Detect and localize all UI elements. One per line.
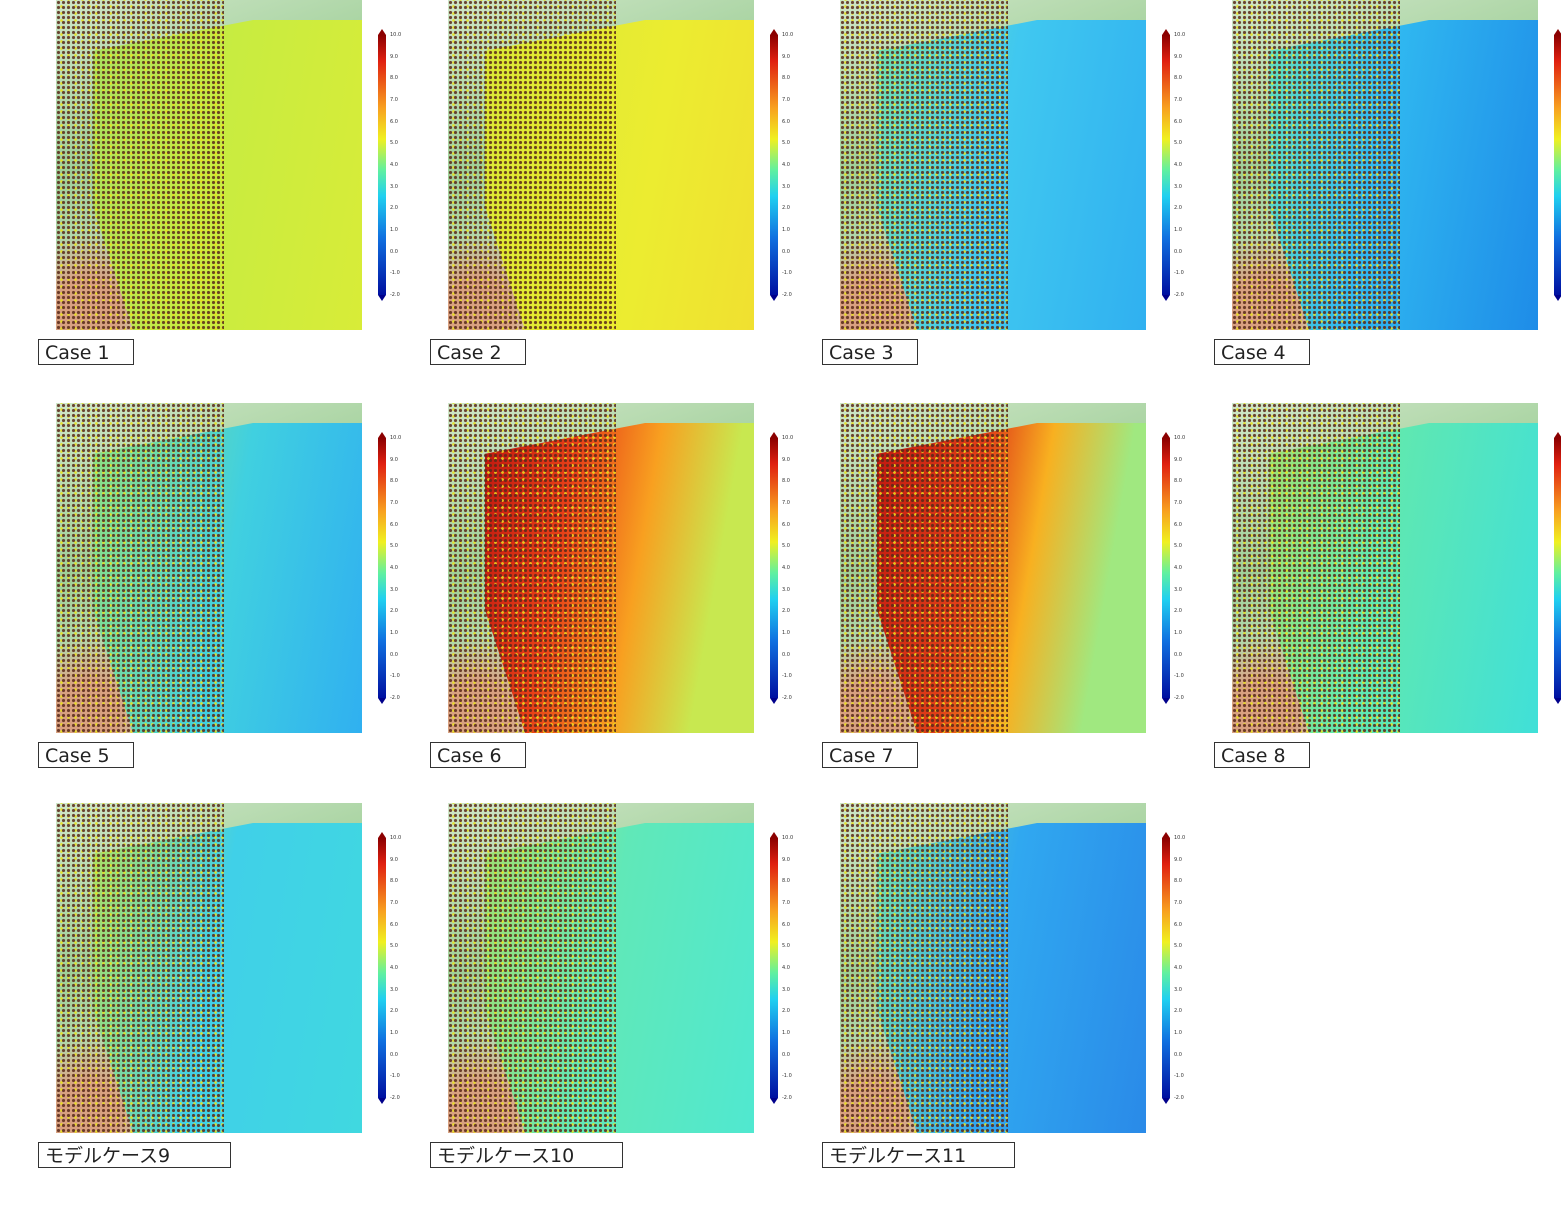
- map-image: [56, 403, 362, 733]
- map-image: [56, 0, 362, 330]
- colorbar-tick-label: 9.0: [1174, 857, 1182, 863]
- map-image: [448, 403, 754, 733]
- buildings: [56, 403, 224, 733]
- colorbar-tick-label: 10.0: [1174, 835, 1185, 841]
- colorbar-tick-label: 1.0: [1174, 1030, 1182, 1036]
- colorbar: 10.09.08.07.06.05.04.03.02.01.00.0-1.0-2…: [770, 838, 778, 1098]
- colorbar-tick-label: 0.0: [1174, 1052, 1182, 1058]
- panel: 10.09.08.07.06.05.04.03.02.01.00.0-1.0-2…: [0, 0, 392, 400]
- panel-label: Case 3: [822, 339, 918, 365]
- buildings: [840, 403, 1008, 733]
- colorbar-tick-label: 3.0: [1174, 987, 1182, 993]
- colorbar: 10.09.08.07.06.05.04.03.02.01.00.0-1.0-2…: [1554, 35, 1561, 295]
- panel-label: Case 6: [430, 742, 526, 768]
- colorbar-tick-label: 7.0: [1174, 900, 1182, 906]
- panel: 10.09.08.07.06.05.04.03.02.01.00.0-1.0-2…: [1176, 403, 1561, 803]
- buildings: [840, 803, 1008, 1133]
- colorbar-tick-label: 2.0: [1174, 1008, 1182, 1014]
- panel-label: モデルケース10: [430, 1142, 623, 1168]
- buildings: [56, 0, 224, 330]
- buildings: [840, 0, 1008, 330]
- panel-label: Case 2: [430, 339, 526, 365]
- colorbar-tick-label: 8.0: [1174, 878, 1182, 884]
- colorbar: 10.09.08.07.06.05.04.03.02.01.00.0-1.0-2…: [1554, 438, 1561, 698]
- panel-label: モデルケース9: [38, 1142, 231, 1168]
- buildings: [448, 403, 616, 733]
- map-image: [840, 403, 1146, 733]
- panel: 10.09.08.07.06.05.04.03.02.01.00.0-1.0-2…: [1176, 0, 1561, 400]
- panel-label: モデルケース11: [822, 1142, 1015, 1168]
- map-image: [448, 803, 754, 1133]
- buildings: [1232, 0, 1400, 330]
- page: {"colorbar_ticks": ["10.0", "9.0", "8.0"…: [0, 0, 1561, 1209]
- panel-label: Case 4: [1214, 339, 1310, 365]
- panel-label: Case 7: [822, 742, 918, 768]
- buildings: [1232, 403, 1400, 733]
- panel: 10.09.08.07.06.05.04.03.02.01.00.0-1.0-2…: [392, 803, 784, 1203]
- panel: 10.09.08.07.06.05.04.03.02.01.00.0-1.0-2…: [784, 0, 1176, 400]
- buildings: [448, 0, 616, 330]
- panel-label: Case 1: [38, 339, 134, 365]
- buildings: [56, 803, 224, 1133]
- panel-label: Case 5: [38, 742, 134, 768]
- map-image: [1232, 403, 1538, 733]
- buildings: [448, 803, 616, 1133]
- map-image: [448, 0, 754, 330]
- colorbar-tick-label: -2.0: [1174, 1095, 1184, 1101]
- map-image: [840, 0, 1146, 330]
- colorbar-tick-label: 4.0: [1174, 965, 1182, 971]
- colorbar-tick-label: -1.0: [1174, 1073, 1184, 1079]
- colorbar-tick-label: 6.0: [1174, 922, 1182, 928]
- map-image: [1232, 0, 1538, 330]
- map-image: [56, 803, 362, 1133]
- panel-label: Case 8: [1214, 742, 1310, 768]
- colorbar-tick-label: 5.0: [1174, 943, 1182, 949]
- map-image: [840, 803, 1146, 1133]
